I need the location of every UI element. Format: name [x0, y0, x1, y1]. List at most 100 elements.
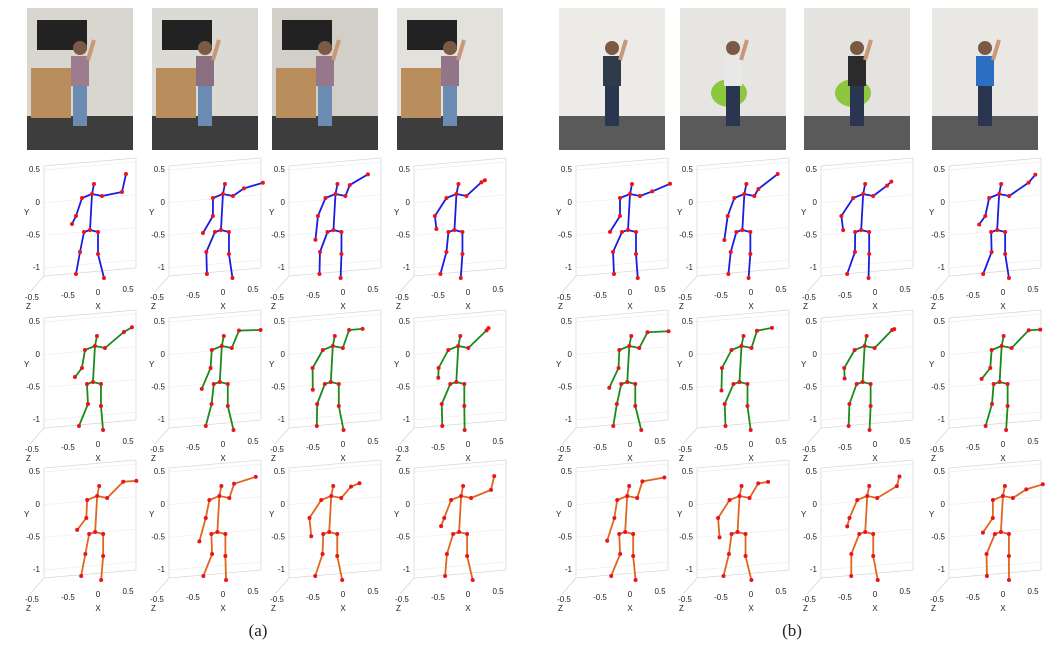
- x-tick-label: 0.5: [122, 587, 134, 596]
- y-axis-label: Y: [149, 360, 155, 369]
- axis-box: [274, 427, 290, 445]
- joint: [868, 382, 873, 386]
- joint: [204, 250, 209, 254]
- bone: [850, 533, 861, 555]
- pose-plot: 0.50-0.5-1Y-0.5 0 0.5X-0.5Z: [24, 309, 137, 463]
- axis-box: [561, 275, 577, 293]
- x-tick-label: -0.5: [838, 291, 852, 300]
- bone: [609, 215, 621, 233]
- y-tick-label: -1: [158, 565, 166, 574]
- joint: [866, 276, 871, 280]
- joint: [452, 228, 457, 232]
- bone: [210, 383, 215, 405]
- bone: [626, 345, 631, 383]
- axis-box: [575, 569, 669, 579]
- joint: [336, 404, 341, 408]
- grid-line: [43, 313, 137, 323]
- joint: [612, 516, 617, 520]
- z-axis-label: Z: [803, 454, 808, 463]
- x-tick-label: 0.5: [247, 587, 259, 596]
- joint: [980, 530, 985, 535]
- z-tick-label: -0.5: [25, 595, 39, 604]
- x-tick-label: 0: [341, 288, 346, 297]
- photo: [397, 8, 503, 150]
- joint: [309, 534, 314, 539]
- joint: [867, 230, 872, 234]
- joint: [75, 527, 80, 532]
- joint: [469, 496, 474, 500]
- joint: [748, 428, 753, 432]
- bone: [86, 383, 89, 405]
- joint: [726, 272, 731, 276]
- axis-box: [399, 577, 415, 595]
- joint: [320, 348, 325, 352]
- x-tick-label: 0: [466, 440, 471, 449]
- joint: [93, 530, 98, 534]
- x-tick-label: 0: [873, 440, 878, 449]
- y-tick-label: -0.5: [26, 230, 40, 239]
- joint: [732, 196, 737, 200]
- bone: [642, 476, 665, 483]
- grid-line: [575, 496, 669, 506]
- x-tick-label: 0.5: [899, 437, 911, 446]
- bone: [200, 367, 212, 390]
- joint: [990, 516, 995, 520]
- x-tick-label: 0.5: [122, 437, 134, 446]
- x-tick-label: 0.5: [899, 285, 911, 294]
- grid-line: [575, 346, 669, 356]
- axis-box: [934, 275, 950, 293]
- joint: [739, 344, 744, 348]
- joint: [1005, 382, 1010, 386]
- bone: [470, 489, 492, 499]
- y-axis-label: Y: [929, 360, 935, 369]
- pose-plot: 0.50-0.5-1Y-0.5 0 0.5X-0.5Z: [801, 459, 914, 613]
- joint: [875, 496, 880, 500]
- joint: [462, 382, 467, 386]
- joint: [727, 498, 732, 502]
- x-tick-label: 0: [628, 440, 633, 449]
- photo-head: [726, 41, 740, 55]
- grid-line: [820, 194, 914, 204]
- x-tick-label: -0.5: [966, 593, 980, 602]
- y-axis-label: Y: [677, 208, 683, 217]
- joint: [731, 382, 736, 386]
- y-tick-label: -1: [403, 565, 411, 574]
- joint: [865, 494, 870, 498]
- x-tick-label: 0.5: [654, 285, 666, 294]
- joint: [748, 230, 753, 234]
- y-axis-label: Y: [269, 360, 275, 369]
- bone: [205, 231, 216, 253]
- x-tick-label: 0: [221, 590, 226, 599]
- photo-torso: [316, 56, 334, 86]
- joint: [365, 172, 370, 177]
- bone: [311, 349, 324, 369]
- bone: [210, 533, 213, 555]
- joint: [739, 484, 744, 488]
- y-axis-label: Y: [677, 510, 683, 519]
- x-tick-label: 0: [873, 590, 878, 599]
- y-axis-label: Y: [556, 208, 562, 217]
- y-axis-label: Y: [149, 208, 155, 217]
- y-tick-label: 0: [568, 198, 573, 207]
- joint: [340, 346, 345, 350]
- joint: [315, 402, 320, 406]
- x-tick-label: 0.5: [492, 587, 504, 596]
- joint: [749, 346, 754, 350]
- bone: [984, 197, 991, 217]
- bone: [723, 215, 729, 241]
- joint: [331, 228, 336, 232]
- y-tick-label: -0.5: [558, 382, 572, 391]
- joint: [225, 382, 230, 386]
- joint: [719, 388, 724, 393]
- joint: [842, 366, 847, 370]
- photo-furniture: [401, 68, 441, 118]
- bone: [617, 349, 621, 369]
- x-axis-label: X: [95, 454, 101, 463]
- joint: [217, 380, 222, 384]
- photo-head: [850, 41, 864, 55]
- joint: [740, 228, 745, 232]
- y-tick-label: 0: [281, 500, 286, 509]
- bone: [627, 193, 631, 231]
- joint: [253, 474, 258, 479]
- joint: [977, 222, 982, 227]
